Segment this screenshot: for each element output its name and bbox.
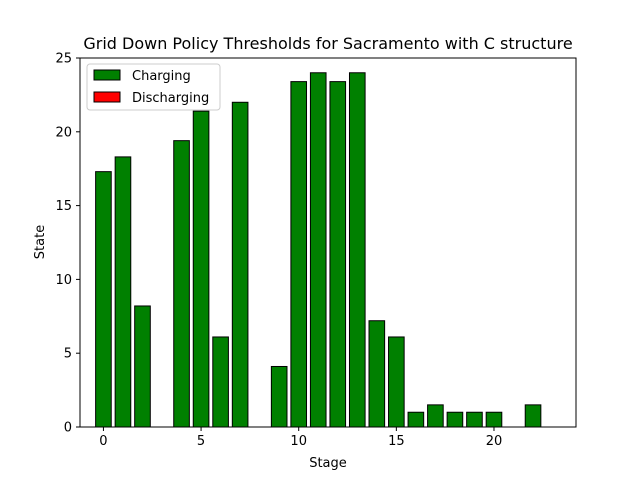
bar-charging-0	[95, 171, 112, 428]
x-tick-label-15: 15	[388, 434, 405, 449]
bar-charging-15	[388, 336, 405, 428]
bar-charging-6	[212, 336, 229, 428]
plot-frame	[79, 57, 577, 428]
bar-charging-2	[134, 305, 151, 428]
chart-title: Grid Down Policy Thresholds for Sacramen…	[83, 34, 572, 53]
y-tick-label-20: 20	[55, 125, 72, 140]
x-tick-label-5: 5	[197, 434, 205, 449]
y-tick-label-10: 10	[55, 273, 72, 288]
bars-group	[95, 72, 542, 428]
y-tick-label-5: 5	[64, 347, 72, 362]
bar-charging-18	[446, 411, 464, 428]
bar-charging-14	[368, 320, 386, 428]
legend-label-discharging: Discharging	[132, 91, 209, 106]
bar-charging-10	[290, 81, 308, 428]
bar-charging-22	[524, 404, 542, 428]
x-tick-label-20: 20	[486, 434, 503, 449]
x-axis-label: Stage	[309, 456, 347, 471]
bar-charging-12	[329, 81, 347, 428]
bar-charging-20	[485, 411, 503, 428]
y-tick-label-25: 25	[55, 52, 72, 67]
x-tick-label-0: 0	[99, 434, 107, 449]
y-axis-ticks: 0 5 10 15 20 25	[55, 52, 80, 436]
bar-charging-17	[427, 404, 444, 428]
bar-charging-11	[309, 72, 327, 428]
legend-swatch-charging	[93, 69, 121, 81]
bar-charging-16	[407, 411, 425, 428]
bar-charging-5	[192, 110, 210, 428]
bar-charging-1	[114, 156, 132, 428]
bar-charging-4	[173, 140, 190, 428]
legend-swatch-discharging	[93, 91, 121, 103]
legend-label-charging: Charging	[132, 69, 191, 84]
x-axis-ticks: 0 5 10 15 20	[99, 427, 502, 449]
bar-charging-7	[231, 101, 249, 428]
bar-charging-9	[270, 365, 288, 428]
bar-charging-19	[466, 411, 483, 428]
x-tick-label-10: 10	[290, 434, 307, 449]
y-tick-label-0: 0	[64, 421, 72, 436]
bar-charging-13	[348, 72, 366, 428]
legend: Charging Discharging	[86, 63, 221, 111]
y-tick-label-15: 15	[55, 199, 72, 214]
y-axis-label: State	[33, 225, 48, 259]
